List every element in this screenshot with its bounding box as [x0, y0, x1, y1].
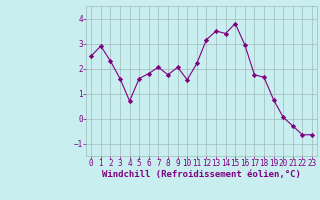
- X-axis label: Windchill (Refroidissement éolien,°C): Windchill (Refroidissement éolien,°C): [102, 170, 301, 179]
